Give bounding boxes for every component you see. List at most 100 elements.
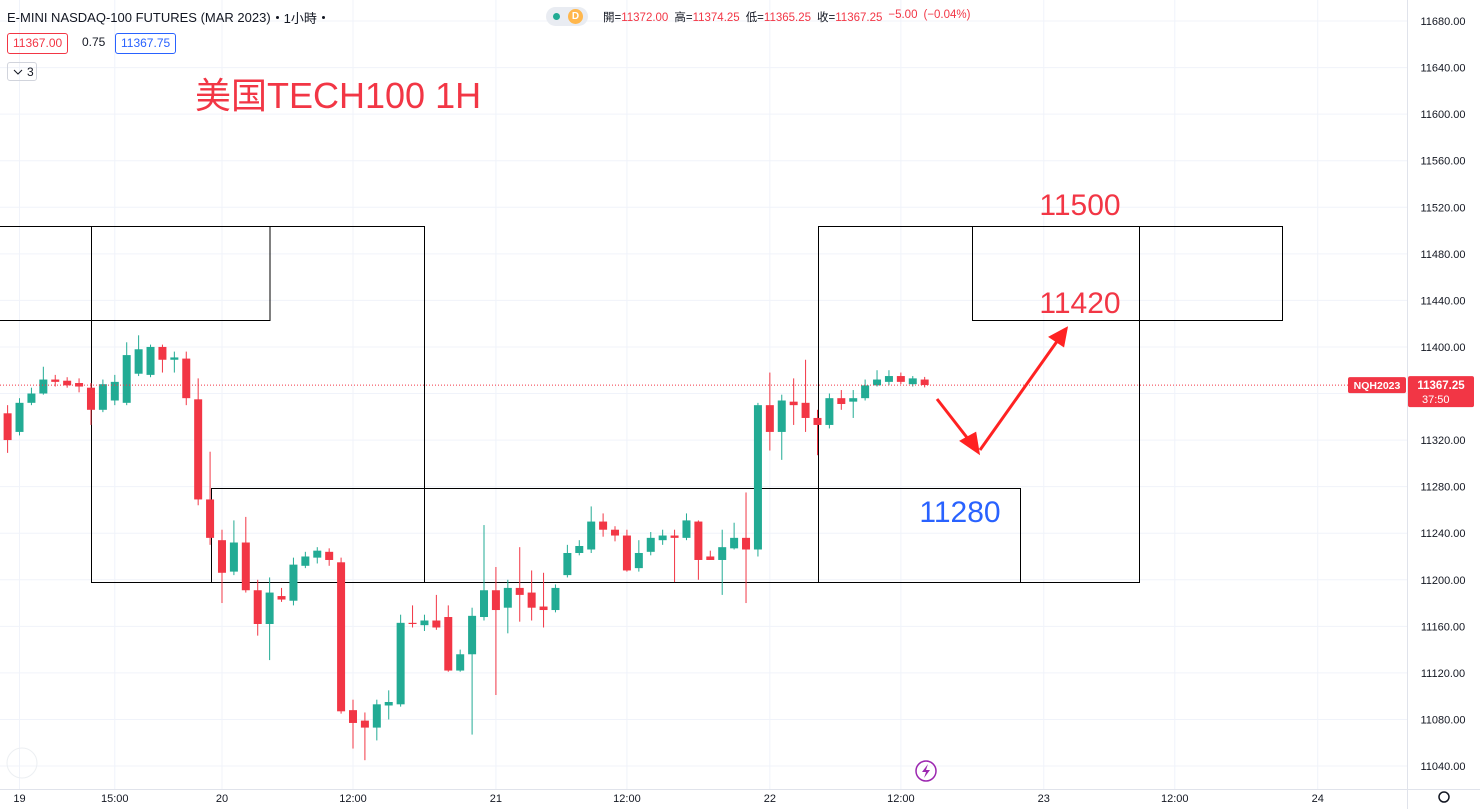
x-tick-label: 12:00 — [613, 793, 641, 805]
settings-icon[interactable] — [1438, 791, 1450, 803]
candle-body — [86, 387, 95, 410]
event-icon[interactable] — [915, 760, 937, 782]
y-tick-label: 11040.00 — [1420, 761, 1465, 773]
icon[interactable] — [6, 747, 38, 779]
event-icon — [922, 764, 930, 778]
candle-body — [217, 540, 226, 573]
grid — [0, 0, 1407, 790]
candle-body — [587, 521, 596, 550]
candle-body — [682, 520, 691, 538]
y-tick-label: 11440.00 — [1420, 295, 1465, 307]
candle-body — [777, 400, 786, 432]
candle-body — [634, 552, 643, 569]
candle-body — [146, 346, 155, 375]
candle-body — [158, 346, 167, 360]
ohlc-item: 收=11367.25 — [817, 9, 882, 25]
ask-box[interactable]: 11367.75 — [115, 33, 177, 54]
candle-body — [515, 587, 524, 595]
candle-body — [765, 405, 774, 432]
symbol-title: E-MINI NASDAQ-100 FUTURES (MAR 2023) — [7, 9, 271, 25]
x-tick-label: 12:00 — [1161, 793, 1189, 805]
candle-body — [539, 606, 548, 611]
arrow — [935, 326, 1069, 456]
ask: 11367.75 — [121, 36, 171, 50]
candle-body — [301, 556, 310, 566]
candle-body — [241, 542, 250, 591]
bid-box[interactable]: 11367.00 — [7, 33, 69, 54]
candle-body — [611, 529, 620, 536]
spread: 0.75 — [82, 35, 106, 49]
x-tick-label: 21 — [490, 793, 502, 805]
candle-body — [599, 521, 608, 530]
x-tick-label: 12:00 — [339, 793, 367, 805]
indicator-toggle[interactable]: 3 — [7, 62, 37, 81]
x-tick-label: 12:00 — [887, 793, 915, 805]
candle-body — [527, 592, 536, 608]
candle-body — [408, 622, 417, 625]
y-tick-label: 11480.00 — [1420, 249, 1465, 261]
ohlc-value: 11365.25 — [763, 12, 812, 24]
x-tick-label: 22 — [764, 793, 776, 805]
candle-body — [920, 379, 929, 386]
candle-body — [39, 379, 48, 394]
candle-body — [813, 417, 822, 425]
candle-body — [420, 620, 429, 626]
candle-body — [646, 537, 655, 552]
candle-body — [742, 537, 751, 550]
price-tag — [1408, 376, 1474, 408]
candle-body — [134, 349, 143, 374]
candle-body — [75, 383, 84, 387]
candle-body — [730, 537, 739, 549]
ohlc-item: 開=11372.00 — [603, 9, 668, 25]
zone-box — [91, 226, 425, 583]
header: E-MINI NASDAQ-100 FUTURES (MAR 2023) 1小時 — [7, 8, 330, 26]
x-tick-label: 15:00 — [101, 793, 129, 805]
y-tick-label: 11240.00 — [1420, 528, 1465, 540]
badge: D — [568, 9, 583, 24]
candle-body — [289, 564, 298, 601]
x-tick-label: 19 — [13, 793, 25, 805]
candle-body — [27, 393, 36, 403]
chevron — [13, 69, 23, 75]
candles — [0, 335, 1407, 761]
annotation-title: 美国TECH100 1H — [195, 75, 481, 116]
change: −5.00 — [888, 9, 918, 21]
candle-body — [849, 398, 858, 402]
axes: 11040.00 11080.00 11120.00 11160.00 11200.00… — [13, 16, 1474, 805]
candle-body — [206, 499, 215, 538]
candle-body — [468, 615, 477, 655]
zone-box — [0, 226, 271, 321]
candle-body — [551, 587, 560, 611]
ohlc-item: 高=11374.25 — [674, 9, 739, 25]
y-tick-label: 11080.00 — [1420, 714, 1465, 726]
countdown: 37:50 — [1422, 394, 1450, 406]
candle-body — [63, 380, 72, 386]
x-tick-label: 20 — [216, 793, 228, 805]
candle-body — [170, 357, 179, 360]
y-tick-label: 11120.00 — [1421, 668, 1465, 680]
ohlc-value: 11374.25 — [692, 12, 740, 24]
x-tick-label: 24 — [1312, 793, 1324, 805]
interval[interactable]: 1小時 — [283, 10, 317, 26]
candle-body — [384, 701, 393, 706]
zone-box — [818, 226, 1140, 583]
price-label: 11367.25 — [1417, 380, 1465, 392]
candle-body — [372, 704, 381, 728]
level-label: 11420 — [1039, 287, 1120, 320]
candle-body — [706, 556, 715, 560]
candle-body — [861, 385, 870, 399]
candle-body — [337, 562, 346, 712]
zone-box — [972, 226, 1283, 321]
drawings — [0, 226, 1283, 583]
level-label: 11280 — [919, 496, 1000, 529]
candle-body — [444, 617, 453, 671]
candle-body — [313, 550, 322, 558]
candle-body — [563, 552, 572, 576]
candle-body — [182, 358, 191, 399]
candle-body — [15, 402, 24, 432]
x-tick-label: 23 — [1038, 793, 1050, 805]
candle-body — [110, 381, 119, 401]
candle-body — [229, 542, 238, 572]
candle-body — [98, 384, 107, 410]
